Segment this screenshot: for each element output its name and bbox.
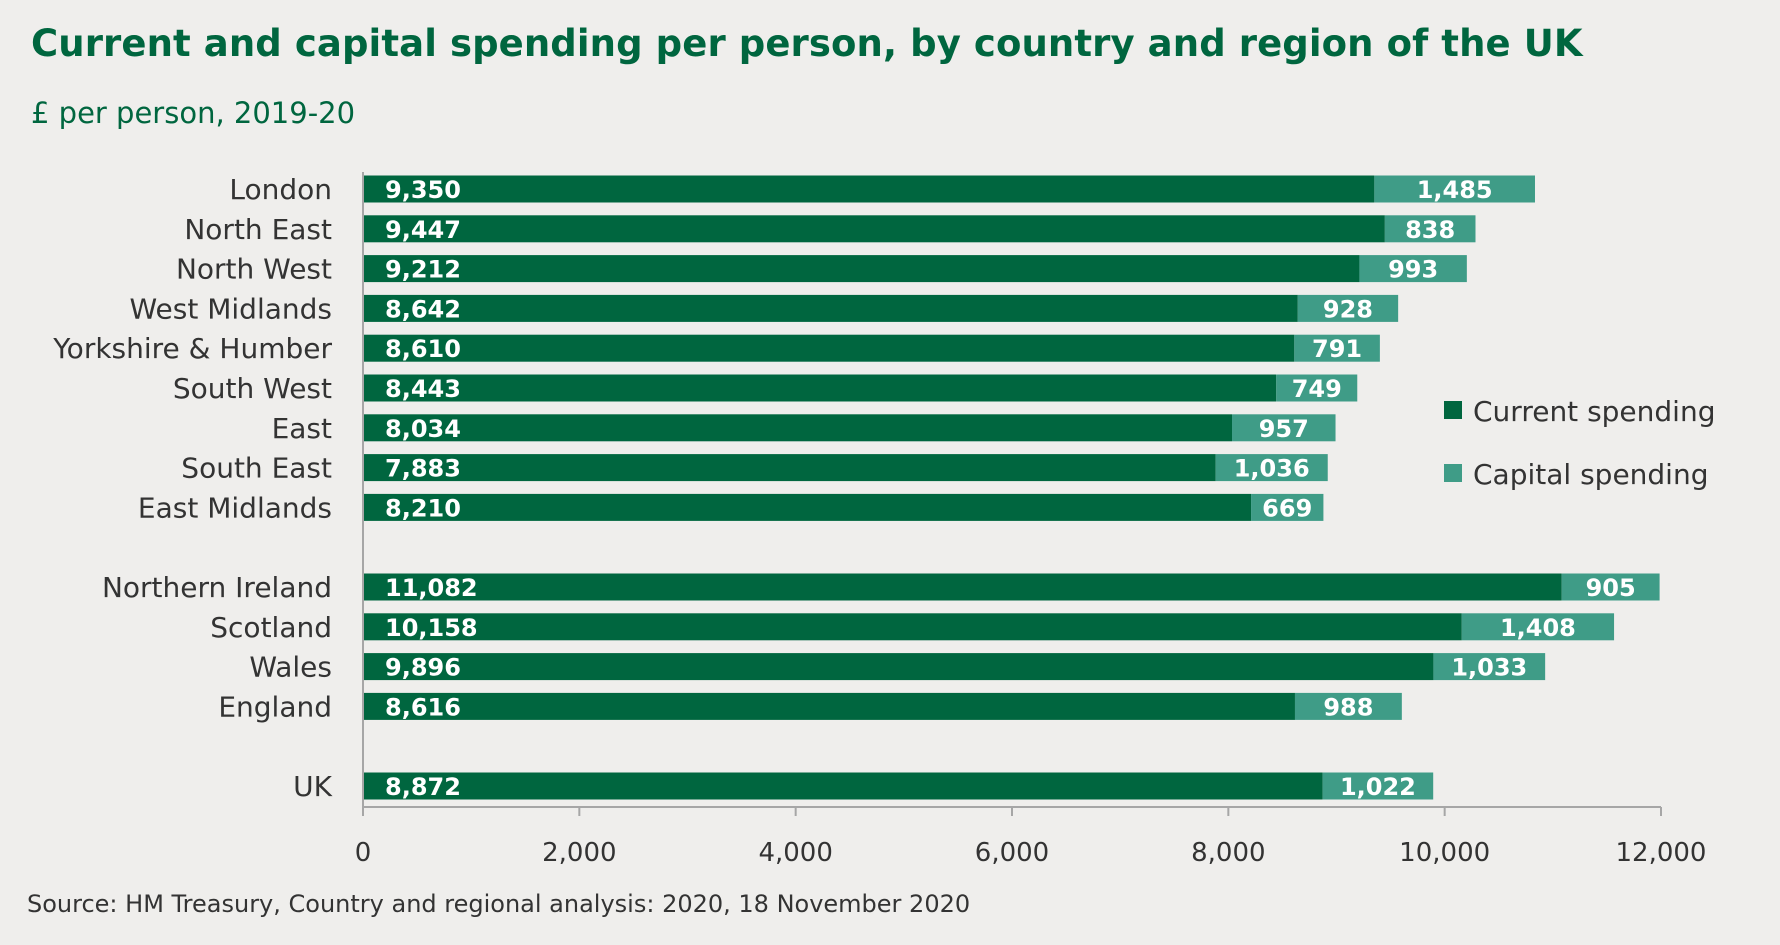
bar-value-current-12: 8,616: [385, 693, 461, 721]
x-tick-label-4: 8,000: [1191, 838, 1265, 868]
bar-current-10: [363, 613, 1462, 641]
bar-capital-3: [1297, 294, 1399, 322]
bar-value-current-10: 10,158: [385, 614, 478, 642]
bar-capital-7: [1215, 454, 1328, 482]
category-label-0: London: [229, 173, 332, 206]
category-label-6: East: [272, 412, 332, 445]
bar-value-current-13: 8,872: [385, 773, 461, 801]
bar-value-current-8: 8,210: [385, 494, 461, 522]
bar-value-capital-5: 749: [1292, 375, 1342, 403]
category-label-5: South West: [173, 372, 332, 405]
bar-value-current-9: 11,082: [385, 574, 478, 602]
bar-capital-12: [1294, 692, 1402, 720]
bar-current-12: [363, 692, 1295, 720]
bar-value-capital-9: 905: [1586, 574, 1636, 602]
bar-value-current-6: 8,034: [385, 415, 461, 443]
bar-current-4: [363, 334, 1295, 362]
chart-subtitle: £ per person, 2019-20: [31, 96, 356, 130]
bar-capital-0: [1374, 175, 1535, 203]
category-label-11: Wales: [249, 651, 332, 684]
bar-value-current-7: 7,883: [385, 455, 461, 483]
bar-value-current-2: 9,212: [385, 256, 461, 284]
bar-capital-4: [1294, 334, 1380, 362]
bar-value-current-3: 8,642: [385, 295, 461, 323]
bar-value-capital-4: 791: [1312, 335, 1362, 363]
bar-value-current-5: 8,443: [385, 375, 461, 403]
category-label-8: East Midlands: [138, 491, 332, 524]
bar-current-5: [363, 374, 1277, 402]
category-labels: London North East North West West Midlands Y…: [52, 173, 332, 803]
category-label-4: Yorkshire & Humber: [52, 332, 332, 365]
bar-current-9: [363, 573, 1562, 601]
category-label-9: Northern Ireland: [102, 571, 332, 604]
bar-value-current-4: 8,610: [385, 335, 461, 363]
bar-current-3: [363, 294, 1298, 322]
category-label-1: North East: [184, 213, 332, 246]
bar-capital-13: [1322, 772, 1434, 800]
bar-capital-8: [1251, 493, 1324, 521]
bar-current-8: [363, 493, 1252, 521]
bar-capital-2: [1359, 255, 1467, 283]
legend-label-1: Capital spending: [1473, 458, 1708, 491]
legend: Current spending Capital spending: [1444, 395, 1715, 491]
category-label-2: North West: [176, 253, 332, 286]
x-tick-label-2: 4,000: [758, 838, 832, 868]
bar-value-capital-6: 957: [1259, 415, 1309, 443]
legend-swatch-0: [1444, 401, 1462, 419]
legend-label-0: Current spending: [1473, 395, 1715, 428]
x-tick-label-1: 2,000: [542, 838, 616, 868]
x-tick-label-3: 6,000: [975, 838, 1049, 868]
bar-value-current-1: 9,447: [385, 216, 461, 244]
bar-current-13: [363, 772, 1323, 800]
bar-current-2: [363, 255, 1360, 283]
axes: 0 2,000 4,000 6,000 8,000 10,000 12,000: [355, 172, 1707, 868]
bar-capital-6: [1232, 414, 1336, 442]
bar-value-capital-1: 838: [1405, 216, 1455, 244]
bar-value-capital-7: 1,036: [1234, 455, 1310, 483]
x-tick-label-0: 0: [355, 838, 372, 868]
bar-current-11: [363, 653, 1434, 681]
bar-current-7: [363, 454, 1216, 482]
bar-value-capital-3: 928: [1323, 295, 1373, 323]
category-label-12: England: [218, 690, 332, 723]
source-note: Source: HM Treasury, Country and regiona…: [27, 890, 971, 918]
x-tick-label-5: 10,000: [1399, 838, 1490, 868]
bar-value-current-11: 9,896: [385, 654, 461, 682]
bar-value-capital-12: 988: [1323, 693, 1373, 721]
chart-title: Current and capital spending per person,…: [31, 22, 1583, 65]
category-label-3: West Midlands: [130, 292, 333, 325]
bar-current-6: [363, 414, 1233, 442]
bar-value-current-0: 9,350: [385, 176, 461, 204]
bar-current-1: [363, 215, 1385, 243]
category-label-13: UK: [293, 770, 332, 803]
bar-value-capital-11: 1,033: [1451, 654, 1527, 682]
bar-value-capital-10: 1,408: [1500, 614, 1576, 642]
bar-value-capital-0: 1,485: [1417, 176, 1493, 204]
bar-capital-9: [1561, 573, 1660, 601]
legend-swatch-1: [1444, 464, 1462, 482]
bar-capital-5: [1276, 374, 1358, 402]
x-tick-label-6: 12,000: [1616, 838, 1707, 868]
bar-value-capital-13: 1,022: [1340, 773, 1416, 801]
bar-area: 9,350 1,485 9,447 838 9,212 993 8,642 928 8,610 7…: [363, 175, 1660, 801]
bar-capital-10: [1461, 613, 1615, 641]
category-label-10: Scotland: [210, 611, 332, 644]
bar-value-capital-8: 669: [1262, 494, 1312, 522]
bar-value-capital-2: 993: [1388, 256, 1438, 284]
bar-capital-11: [1433, 653, 1546, 681]
category-label-7: South East: [181, 452, 332, 485]
bar-capital-1: [1384, 215, 1476, 243]
bar-current-0: [363, 175, 1375, 203]
